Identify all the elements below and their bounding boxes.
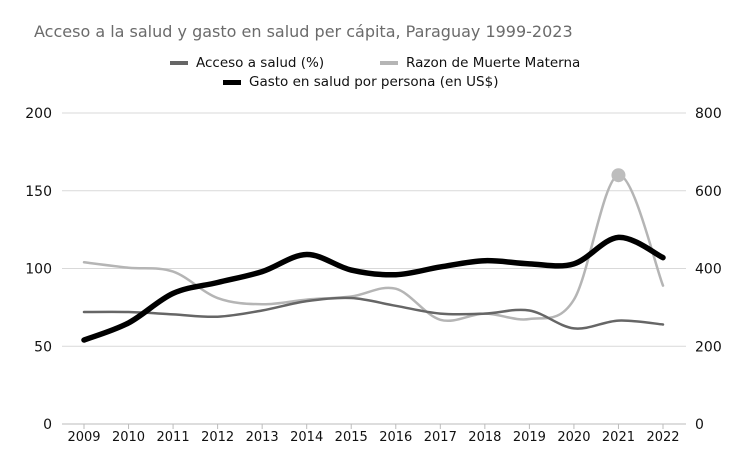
x-tick-label: 2011 [157, 430, 190, 445]
y-right-tick-label: 600 [695, 184, 722, 200]
series-line-1 [82, 173, 665, 322]
x-tick-label: 2009 [67, 430, 100, 445]
y-right-tick-label: 0 [695, 417, 704, 433]
x-tick-label: 2019 [513, 430, 546, 445]
legend-item-gasto: Gasto en salud por persona (en US$) [223, 74, 498, 90]
y-left-tick-label: 0 [43, 417, 52, 433]
highlight-point [611, 168, 626, 183]
x-tick-label: 2018 [468, 430, 501, 445]
legend-item-razon: Razon de Muerte Materna [380, 55, 580, 71]
legend-item-acceso: Acceso a salud (%) [170, 55, 324, 71]
chart-title: Acceso a la salud y gasto en salud per c… [34, 22, 573, 41]
y-left-tick-label: 100 [25, 262, 52, 278]
y-right-tick-label: 200 [695, 339, 722, 355]
legend-swatch [223, 79, 241, 85]
series-line-0 [82, 296, 665, 330]
y-right-tick-label: 800 [695, 106, 722, 122]
x-tick-label: 2014 [290, 430, 323, 445]
series-line-2 [81, 234, 666, 343]
x-tick-label: 2022 [646, 430, 679, 445]
x-tick-label: 2012 [201, 430, 234, 445]
x-tick-label: 2021 [602, 430, 635, 445]
y-right-tick-label: 400 [695, 262, 722, 278]
legend-swatch [380, 61, 398, 65]
y-left-tick-label: 150 [25, 184, 52, 200]
legend-swatch [170, 61, 188, 65]
x-tick-label: 2010 [112, 430, 145, 445]
y-left-tick-label: 50 [34, 339, 52, 355]
x-tick-label: 2016 [379, 430, 412, 445]
x-tick-label: 2015 [335, 430, 368, 445]
y-left-tick-label: 200 [25, 106, 52, 122]
x-tick-label: 2020 [557, 430, 590, 445]
legend-label: Razon de Muerte Materna [406, 55, 581, 71]
legend-label: Acceso a salud (%) [196, 55, 325, 71]
x-tick-label: 2013 [246, 430, 279, 445]
x-tick-label: 2017 [424, 430, 457, 445]
legend-label: Gasto en salud por persona (en US$) [249, 74, 499, 90]
